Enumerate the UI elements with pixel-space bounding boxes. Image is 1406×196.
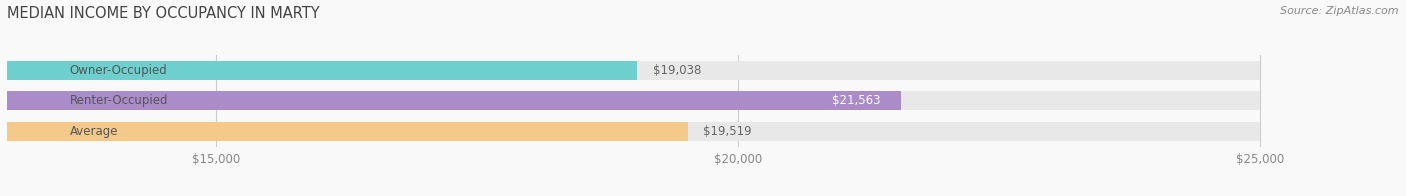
Text: $19,519: $19,519 <box>703 125 752 138</box>
Bar <box>7 91 901 111</box>
Text: Renter-Occupied: Renter-Occupied <box>70 94 169 107</box>
Bar <box>7 61 1260 80</box>
Text: Owner-Occupied: Owner-Occupied <box>70 64 167 77</box>
Text: $19,038: $19,038 <box>652 64 702 77</box>
Text: Average: Average <box>70 125 118 138</box>
Bar <box>7 122 688 141</box>
Bar <box>7 61 637 80</box>
Text: MEDIAN INCOME BY OCCUPANCY IN MARTY: MEDIAN INCOME BY OCCUPANCY IN MARTY <box>7 6 319 21</box>
Bar <box>7 122 1260 141</box>
Bar <box>7 91 1260 111</box>
Text: Source: ZipAtlas.com: Source: ZipAtlas.com <box>1281 6 1399 16</box>
Text: $21,563: $21,563 <box>831 94 880 107</box>
